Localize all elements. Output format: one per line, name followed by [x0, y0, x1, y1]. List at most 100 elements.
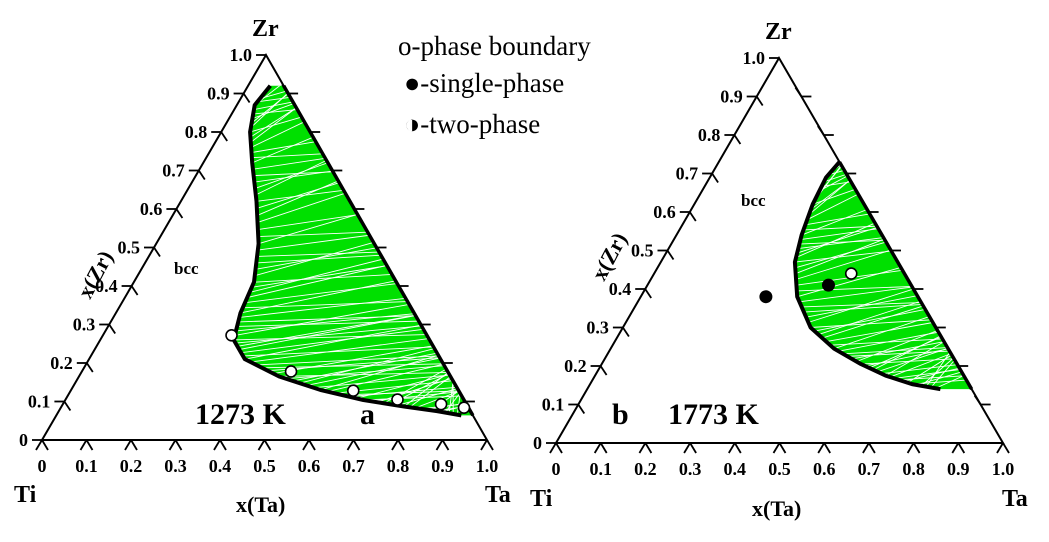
bottom-tick-label: 0.4 — [209, 456, 232, 476]
bottom-tick-right — [130, 439, 138, 451]
bottom-tick — [391, 439, 399, 451]
left-tick-diag — [242, 93, 251, 103]
bottom-tick-right — [219, 439, 227, 451]
right-tick-diag — [906, 279, 915, 290]
two-phase-point — [457, 401, 471, 414]
bottom-tick-right — [41, 439, 49, 451]
bottom-tick — [435, 439, 444, 451]
two-phase-point — [346, 384, 360, 398]
bottom-tick-right — [912, 442, 921, 454]
right-tick-diag — [391, 276, 400, 287]
two-phase-point — [284, 365, 298, 378]
two-phase-point — [844, 267, 858, 280]
bottom-tick-right — [174, 439, 183, 451]
temperature-label-b: 1773 K — [668, 398, 760, 431]
temperature-label-a: 1273 K — [195, 398, 287, 431]
bottom-tick-right — [734, 442, 742, 454]
bottom-tick-label: 0.5 — [768, 459, 791, 479]
bottom-tick-right — [397, 439, 405, 451]
bottom-tick — [213, 439, 221, 451]
left-tick-diag — [644, 288, 652, 299]
bottom-tick-label: 0.9 — [431, 456, 454, 476]
left-tick-diag — [198, 170, 206, 180]
bottom-tick-label: 0.8 — [902, 459, 925, 479]
bottom-tick-right — [868, 442, 876, 454]
right-tick-diag — [303, 122, 311, 133]
left-tick-label: 0.9 — [720, 87, 743, 107]
left-tick-diag — [599, 365, 608, 376]
right-tick-diag — [436, 353, 444, 364]
bottom-tick-right — [599, 442, 608, 454]
vertex-label-ta-a: Ta — [485, 482, 511, 508]
bottom-tick — [257, 439, 266, 451]
bottom-tick — [124, 439, 132, 451]
right-tick-diag — [884, 241, 892, 251]
vertex-label-zr-a: Zr — [252, 16, 279, 42]
left-tick-label: 0.6 — [653, 202, 676, 222]
left-tick-diag — [577, 404, 586, 414]
two-phase-point — [391, 393, 404, 406]
right-axis-ticks-a — [281, 84, 475, 403]
left-tick-diag — [622, 327, 630, 337]
bottom-tick — [728, 442, 736, 454]
left-tick-diag — [689, 211, 697, 222]
bottom-tick-right — [1002, 442, 1010, 454]
bottom-tick-label: 0.5 — [253, 456, 276, 476]
right-tick-diag — [973, 395, 982, 405]
left-tick-diag — [63, 401, 72, 411]
phase-boundary-curve — [792, 160, 941, 392]
left-tick-diag — [733, 134, 742, 145]
right-tick-diag — [861, 202, 870, 213]
left-tick-label: 1.0 — [743, 48, 766, 68]
bottom-tick-right — [85, 439, 94, 451]
left-tick-label: 0.9 — [207, 84, 230, 104]
left-tick-label: 0.4 — [609, 279, 632, 299]
left-tick-diag — [666, 250, 675, 260]
panel-letter-b: b — [612, 398, 629, 431]
right-tick-diag — [369, 238, 378, 248]
left-tick-label: 0.2 — [50, 353, 73, 373]
left-tick-diag — [130, 285, 139, 296]
right-tick-diag — [347, 199, 356, 210]
region-label-bcc-b: bcc — [741, 191, 766, 210]
bottom-tick — [906, 442, 915, 454]
left-tick-diag — [220, 131, 228, 142]
two-phase-region-a — [231, 84, 475, 418]
right-tick-diag — [794, 87, 803, 97]
two-phase-point — [225, 328, 238, 342]
region-label-bcc-a: bcc — [174, 259, 199, 278]
bottom-tick — [593, 442, 602, 454]
bottom-tick-right — [555, 442, 563, 454]
left-tick-label: 0.7 — [676, 164, 699, 184]
right-tick-diag — [281, 84, 289, 94]
left-tick-label: 0.4 — [95, 276, 118, 296]
bottom-tick — [302, 439, 310, 451]
bottom-tick-label: 0.6 — [298, 456, 321, 476]
bottom-tick — [79, 439, 88, 451]
bottom-tick — [817, 442, 825, 454]
y-axis-label-b: x(Zr) — [586, 228, 632, 284]
bottom-tick — [683, 442, 691, 454]
left-tick-label: 0.1 — [542, 395, 565, 415]
two-phase-region-fill — [233, 85, 473, 416]
data-points-a — [225, 328, 471, 414]
legend-single-phase: ●-single-phase — [404, 68, 564, 98]
x-axis-label-b: x(Ta) — [752, 496, 801, 521]
single-phase-point — [821, 278, 835, 292]
bottom-tick — [168, 439, 177, 451]
bottom-tick — [996, 442, 1004, 454]
left-tick-label: 0 — [533, 433, 542, 453]
right-tick-diag — [413, 315, 422, 325]
vertex-label-ti-a: Ti — [14, 482, 37, 508]
bottom-tick-right — [778, 442, 787, 454]
left-tick-label: 0.5 — [631, 241, 654, 261]
bottom-tick-right — [308, 439, 316, 451]
panel-letter-a: a — [360, 398, 375, 431]
right-tick-diag — [817, 125, 825, 136]
left-tick-label: 0.7 — [162, 161, 185, 181]
left-tick-label: 0 — [19, 430, 28, 450]
left-tick-label: 0.3 — [73, 315, 96, 335]
left-tick-diag — [755, 96, 764, 106]
bottom-tick — [862, 442, 870, 454]
